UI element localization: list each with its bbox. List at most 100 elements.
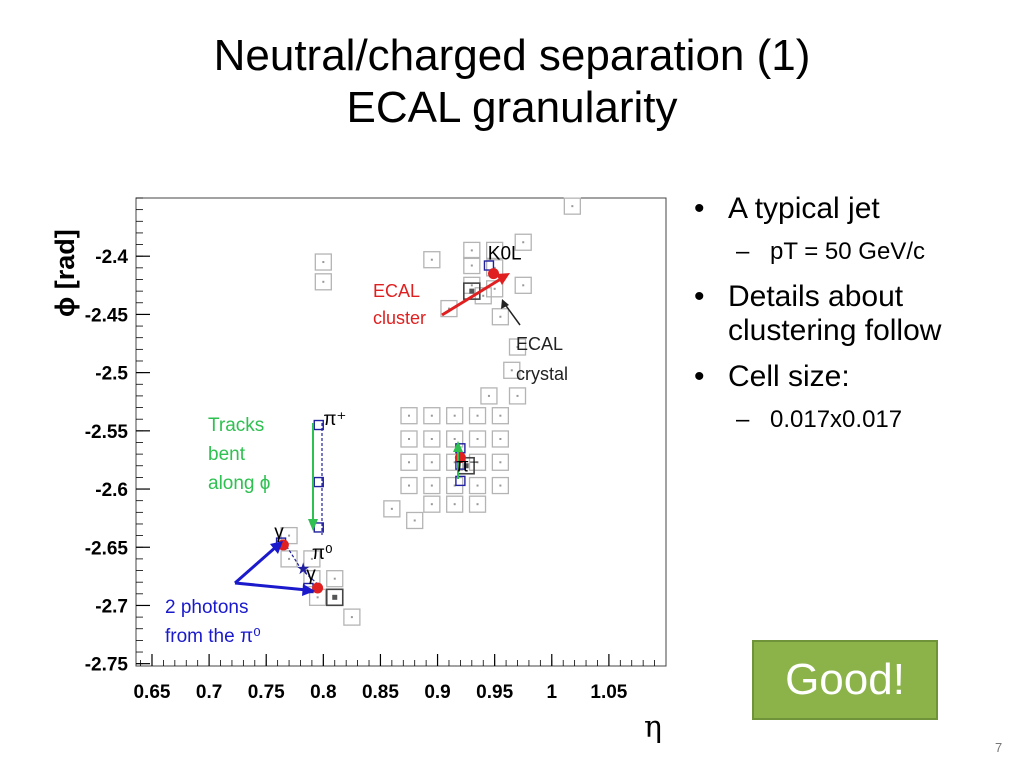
tracks-bent-arrowhead: [308, 519, 318, 531]
annotation-ecal-cluster-line-2: cluster: [373, 308, 426, 328]
ecal-cell-center: [447, 307, 450, 310]
ecal-cell: [491, 430, 510, 448]
ecal-cluster-point: [488, 268, 500, 280]
annotation-ecal-crystal: ECAL crystal: [516, 334, 568, 384]
ecal-cell: [303, 550, 321, 568]
ecal-cell: [514, 276, 532, 294]
ecal-cell: [468, 476, 487, 495]
particle-label: γ: [306, 564, 316, 585]
plot-frame: [135, 197, 667, 667]
ecal-cell-center: [510, 369, 513, 372]
ecal-cluster-point: [312, 582, 324, 594]
sub-bullet-text: pT = 50 GeV/c: [770, 238, 925, 265]
x-tick-label: 0.95: [476, 682, 513, 703]
annotation-photons-line-1: 2 photons: [165, 597, 248, 618]
ecal-cell: [491, 308, 510, 326]
ecal-cell-center: [310, 557, 313, 560]
ecal-cell-center: [350, 616, 353, 619]
x-tick-label: 0.9: [424, 682, 450, 703]
bullet-text: Details about clustering follow: [728, 280, 942, 347]
ecal-cell-center: [413, 519, 416, 522]
ecal-cell-center: [407, 437, 410, 440]
y-tick-label: -2.5: [95, 364, 128, 385]
x-tick-label: 0.7: [196, 682, 222, 703]
ecal-cell-center: [476, 461, 479, 464]
ecal-cell-center: [487, 394, 490, 397]
arrows: [234, 273, 521, 596]
ecal-cell: [468, 453, 487, 471]
ecal-cell-center: [493, 287, 496, 290]
ecal-crystal-center: [463, 463, 469, 469]
photon-arrow-2-head: [302, 584, 315, 596]
ecal-cell: [400, 476, 418, 495]
title-line-1: Neutral/charged separation (1): [213, 31, 811, 80]
x-axis-label: η: [644, 710, 662, 745]
sub-bullet-cell-size: –0.017x0.017: [736, 406, 903, 433]
eta-phi-scatter-chart: ★ ECAL cluster ECAL crystal Tracks bent …: [50, 197, 667, 745]
ecal-cell: [480, 387, 498, 405]
ecal-crystal-arrow: [503, 302, 521, 326]
ecal-cell: [491, 407, 510, 425]
annotation-tracks-line-3: along ϕ: [208, 473, 270, 494]
ecal-cell: [514, 233, 532, 251]
ecal-cell-center: [288, 534, 291, 537]
ecal-cell: [406, 511, 424, 530]
photon-arrow-2: [234, 581, 308, 592]
ecal-crystals: [325, 282, 481, 607]
ecal-cluster-arrowhead: [496, 273, 510, 285]
ecal-cell: [468, 495, 487, 513]
ecal-cell-center: [322, 261, 325, 264]
ecal-cell: [440, 299, 458, 318]
slide-title: Neutral/charged separation (1) ECAL gran…: [0, 30, 1024, 134]
pi-minus-bent-arrowhead: [453, 441, 463, 452]
ecal-cell-center: [430, 484, 433, 487]
ecal-cell: [400, 453, 418, 471]
ecal-cell-center: [476, 484, 479, 487]
ecal-cell: [446, 407, 464, 425]
ecal-cell: [446, 495, 464, 513]
ecal-cell-center: [476, 437, 479, 440]
ecal-cell-center: [522, 241, 525, 244]
ecal-cell-center: [390, 507, 393, 510]
pi0-star-marker: ★: [296, 561, 310, 578]
track-point: [313, 476, 324, 488]
ecal-cell-center: [571, 205, 574, 208]
ecal-cell-center: [430, 258, 433, 261]
photon-arrow-1: [234, 544, 278, 585]
bullet-text: Cell size:: [728, 360, 850, 393]
ecal-cell: [491, 453, 510, 471]
ecal-cell-center: [499, 484, 502, 487]
particle-label: π⁻: [456, 456, 479, 477]
x-axis: 0.65 0.7 0.75 0.8 0.85 0.9 0.95 1 1.05: [133, 654, 655, 703]
bullet-typical-jet: • A typical jet: [694, 192, 880, 225]
ecal-cell: [563, 197, 581, 215]
ecal-cell: [423, 495, 441, 513]
y-tick-label: -2.7: [95, 596, 128, 617]
ecal-cell-center: [482, 294, 485, 297]
ecal-cell-center: [516, 394, 519, 397]
ecal-cell-center: [430, 414, 433, 417]
y-axis: -2.4 -2.45 -2.5 -2.55 -2.6 -2.65 -2.7 -2.75: [85, 197, 150, 676]
y-tick-label: -2.6: [95, 480, 128, 501]
ecal-cell-center: [499, 437, 502, 440]
ecal-cell: [468, 407, 487, 425]
ecal-cell-center: [476, 503, 479, 506]
ecal-cell: [314, 273, 332, 291]
ecal-cell: [400, 407, 418, 425]
ecal-cell-center: [407, 484, 410, 487]
ecal-cell-center: [499, 414, 502, 417]
x-tick-label: 0.65: [133, 682, 170, 703]
particle-label: γ: [274, 522, 284, 543]
ecal-crystal-center: [332, 594, 338, 600]
ecal-cell-center: [476, 414, 479, 417]
ecal-crystal-center: [469, 288, 475, 294]
ecal-cell-center: [493, 266, 496, 269]
bullet-list: • A typical jet – pT = 50 GeV/c • Details a…: [690, 192, 1010, 448]
track-point: [483, 260, 495, 271]
y-tick-label: -2.45: [85, 305, 129, 326]
photon-arrow-1-head: [270, 541, 283, 554]
y-axis-label: ϕ [rad]: [50, 229, 80, 317]
ecal-cell-center: [499, 461, 502, 464]
ecal-cell-center: [430, 437, 433, 440]
